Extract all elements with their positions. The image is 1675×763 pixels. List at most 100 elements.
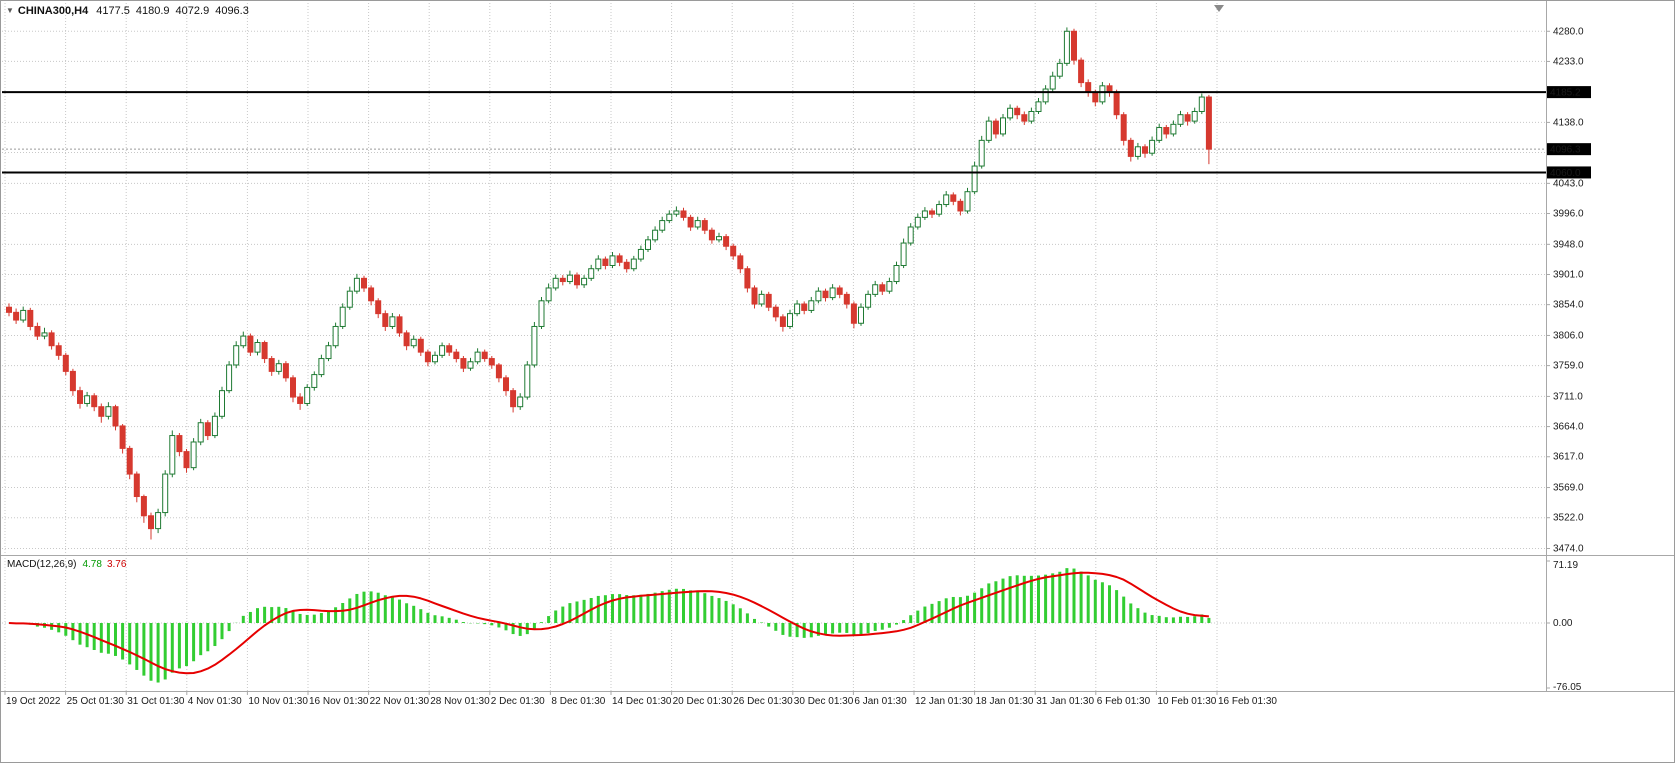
candle [943,191,950,208]
candle [204,420,211,441]
macd-name: MACD(12,26,9) [7,559,77,570]
candle [588,264,595,281]
candle [439,342,446,358]
candle [929,208,935,219]
symbol-dropdown-icon[interactable]: ▼ [6,6,14,15]
candle [680,207,687,221]
ohlc-open: 4177.5 [96,5,130,17]
candle [1056,58,1063,79]
candle [815,287,822,304]
candle [304,384,311,407]
candle [403,330,410,351]
macd-histogram [14,568,1211,683]
candle [708,227,715,244]
candle [318,354,325,378]
candle [240,331,247,349]
candle [84,391,91,407]
macd-axis[interactable]: 71.19 0.00 -76.05 [1546,560,1582,693]
candle [865,290,872,310]
candle [69,368,76,396]
candle [914,213,921,230]
candle [219,386,225,419]
candle [559,275,566,286]
candle [701,218,708,235]
candle [119,424,126,454]
price-badge-text: 4060.0 [1550,168,1581,179]
candle [574,272,580,289]
candle [1014,105,1021,120]
candle [233,341,240,369]
horizontal-line-objects[interactable] [2,91,1546,174]
time-axis-label: 12 Jan 01:30 [915,696,973,707]
candle [361,275,367,292]
candle [1021,111,1028,125]
time-axis-label: 6 Feb 01:30 [1097,696,1151,707]
candle [105,402,112,420]
candle [495,363,502,383]
candle [652,226,659,243]
candle [843,291,850,309]
time-axis-label: 6 Jan 01:30 [854,696,907,707]
candle [446,343,453,356]
macd-indicator [8,568,1211,683]
candle [346,286,353,310]
candle [531,321,538,368]
time-axis-label: 16 Feb 01:30 [1218,696,1277,707]
macd-main-value: 4.78 [82,559,102,570]
candle [978,135,985,169]
candle [957,198,964,216]
candle [1127,137,1134,162]
candle [609,252,616,269]
candle [517,393,524,410]
candle [432,351,438,365]
candle [389,312,396,330]
candle [971,161,978,195]
candle [893,261,900,285]
candle [716,232,722,243]
candle [112,404,119,431]
time-axis-label: 30 Dec 01:30 [794,696,854,707]
candle [261,340,268,364]
candle [325,341,332,362]
candle [751,285,758,309]
candle [77,386,83,409]
candle [62,352,69,376]
candle [148,512,154,540]
time-axis-label: 31 Oct 01:30 [127,696,185,707]
price-axis-label: 3901.0 [1553,269,1584,280]
candle [162,470,169,517]
candle [91,393,98,412]
macd-axis-label: 71.19 [1553,560,1578,571]
candle [858,303,864,326]
chart-shift-marker-icon[interactable] [1214,5,1224,12]
candle [1134,142,1141,160]
candle [659,216,666,233]
candle [1085,79,1092,97]
price-axis[interactable]: 4280.0 4233.0 4138.0 4043.0 3996.0 3948.0 3901… [1546,26,1591,555]
macd-axis-label: 0.00 [1553,618,1573,629]
candle [55,342,62,360]
candle [27,307,34,331]
candle [183,449,190,473]
price-axis-label: 3759.0 [1553,361,1584,372]
candle [133,471,140,503]
candle [687,214,694,231]
price-badge-hline-level: 4185.2 [1547,86,1591,99]
time-axis-label: 28 Nov 01:30 [430,696,490,707]
macd-indicator-label: MACD(12,26,9) 4.78 3.76 [7,559,126,570]
price-axis-label: 4138.0 [1553,117,1584,128]
candle [787,309,793,330]
time-axis[interactable]: 19 Oct 2022 25 Oct 01:30 31 Oct 01:30 4 Nov… [4,692,1277,707]
candle [772,304,779,322]
candle [1184,112,1191,126]
candle [886,277,893,294]
price-axis-label: 3806.0 [1553,330,1584,341]
price-axis-label: 3711.0 [1553,391,1583,402]
candle [723,234,730,251]
candle [1042,85,1049,105]
time-axis-label: 4 Nov 01:30 [188,696,242,707]
candle [545,283,552,304]
candle [20,306,27,323]
candle [140,494,147,523]
